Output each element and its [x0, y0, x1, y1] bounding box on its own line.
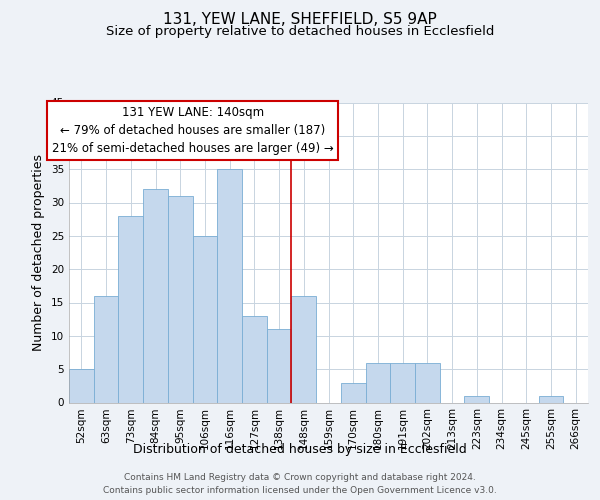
Bar: [365, 362, 390, 403]
Bar: [267, 329, 292, 402]
Bar: [539, 396, 563, 402]
Bar: [217, 169, 242, 402]
Bar: [193, 236, 217, 402]
Bar: [415, 362, 440, 403]
Bar: [292, 296, 316, 403]
Text: Contains public sector information licensed under the Open Government Licence v3: Contains public sector information licen…: [103, 486, 497, 495]
Text: Contains HM Land Registry data © Crown copyright and database right 2024.: Contains HM Land Registry data © Crown c…: [124, 472, 476, 482]
Bar: [118, 216, 143, 402]
Bar: [341, 382, 365, 402]
Bar: [143, 189, 168, 402]
Text: Size of property relative to detached houses in Ecclesfield: Size of property relative to detached ho…: [106, 25, 494, 38]
Bar: [94, 296, 118, 403]
Bar: [464, 396, 489, 402]
Y-axis label: Number of detached properties: Number of detached properties: [32, 154, 46, 351]
Text: 131, YEW LANE, SHEFFIELD, S5 9AP: 131, YEW LANE, SHEFFIELD, S5 9AP: [163, 12, 437, 28]
Bar: [69, 369, 94, 402]
Text: Distribution of detached houses by size in Ecclesfield: Distribution of detached houses by size …: [133, 442, 467, 456]
Text: 131 YEW LANE: 140sqm
← 79% of detached houses are smaller (187)
21% of semi-deta: 131 YEW LANE: 140sqm ← 79% of detached h…: [52, 106, 334, 155]
Bar: [242, 316, 267, 402]
Bar: [168, 196, 193, 402]
Bar: [390, 362, 415, 403]
